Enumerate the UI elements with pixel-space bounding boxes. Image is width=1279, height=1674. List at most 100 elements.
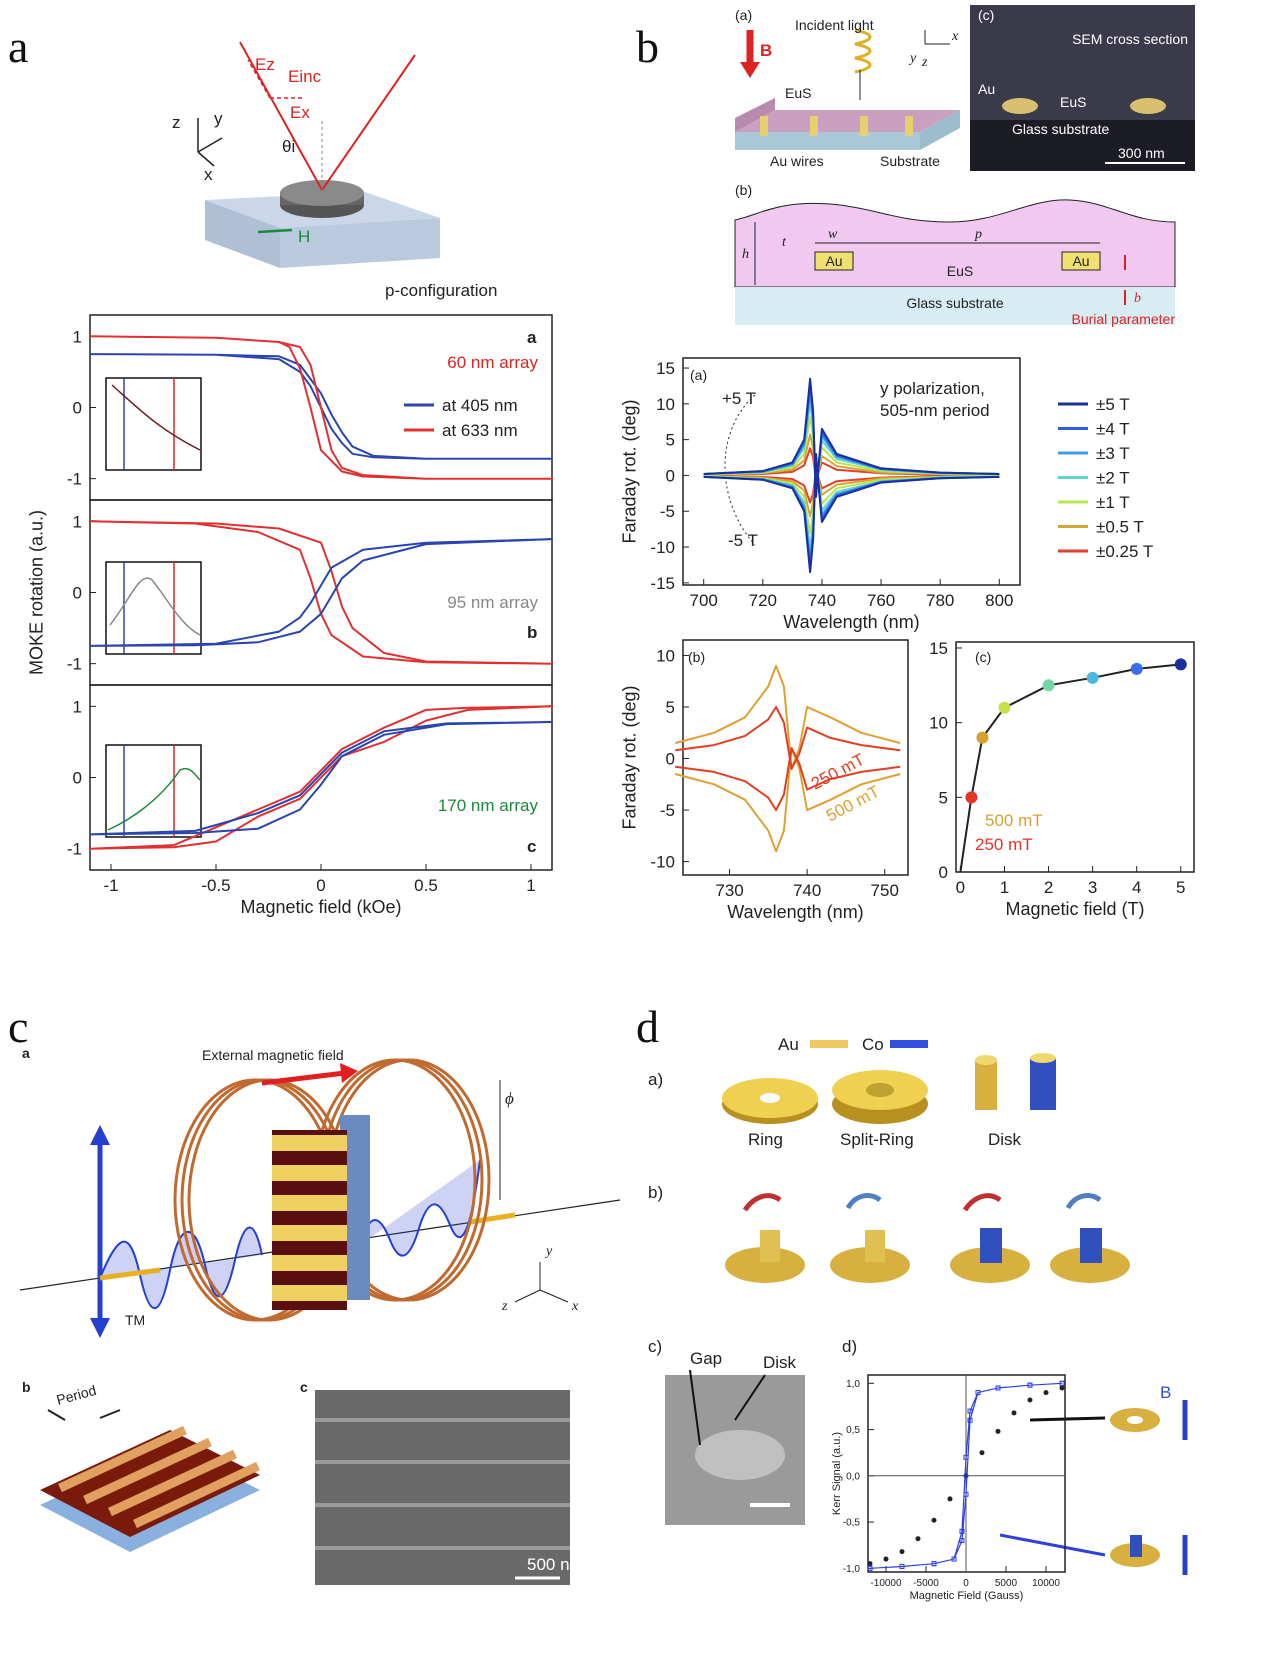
data-point — [965, 791, 978, 804]
legend-label: ±5 T — [1096, 395, 1130, 414]
data-point — [963, 1454, 969, 1460]
x-tick-label: -10000 — [870, 1578, 902, 1589]
label: c — [300, 1379, 308, 1395]
data-point — [995, 1385, 1001, 1391]
label: Au — [978, 81, 995, 97]
y-axis-label: Kerr Signal (a.u.) — [831, 1432, 843, 1515]
x-tick-label: -5000 — [913, 1578, 939, 1589]
data-point — [899, 1549, 905, 1555]
x-tick-label: 5 — [1176, 878, 1185, 897]
inset — [105, 377, 202, 838]
annotation: c — [527, 837, 536, 856]
label: 500 nm — [527, 1555, 584, 1574]
y-tick-label: -1 — [67, 840, 82, 859]
y-tick-label: -1 — [67, 470, 82, 489]
label: h — [742, 247, 749, 262]
sem-image — [315, 1390, 570, 1585]
label: Glass substrate — [1012, 121, 1109, 137]
y-tick-label: 0,0 — [846, 1471, 860, 1482]
annotation: (c) — [975, 649, 991, 665]
annotation: 170 nm array — [438, 796, 539, 815]
data-point — [979, 1450, 985, 1456]
data-point — [899, 1563, 905, 1569]
label: Ez — [255, 55, 275, 74]
legend-label: ±0.5 T — [1096, 518, 1144, 537]
y-tick-label: 15 — [656, 359, 675, 378]
data-point — [1174, 658, 1187, 671]
x-axis-label: Magnetic field (kOe) — [240, 897, 401, 917]
y-tick-label: 5 — [666, 698, 675, 717]
label: Disk — [988, 1130, 1022, 1149]
y-tick-label: 0 — [73, 583, 82, 602]
label: b) — [648, 1183, 663, 1202]
label: EuS — [785, 85, 811, 101]
y-tick-label: 10 — [656, 395, 675, 414]
label: Disk — [763, 1353, 797, 1372]
panel-label: c — [8, 1001, 28, 1052]
y-tick-label: 0 — [939, 863, 948, 882]
y-tick-label: 5 — [939, 788, 948, 807]
label: b — [1134, 291, 1141, 306]
legend-label: at 633 nm — [442, 421, 518, 440]
plot-frame — [682, 357, 1021, 586]
label: Substrate — [880, 153, 940, 169]
label: p-configuration — [385, 281, 497, 300]
y-tick-label: -5 — [660, 801, 675, 820]
x-tick-label: 0 — [956, 878, 965, 897]
x-tick-label: 740 — [808, 591, 836, 610]
data-line — [959, 663, 1181, 873]
data-point — [998, 701, 1011, 714]
annotation: (a) — [690, 367, 707, 383]
data-line — [89, 335, 553, 480]
x-tick-label: 1 — [1000, 878, 1009, 897]
x-tick-label: -0.5 — [201, 876, 230, 895]
data-point — [915, 1536, 921, 1542]
legend-label: at 405 nm — [442, 396, 518, 415]
label: Au — [825, 253, 842, 269]
annotation: 95 nm array — [447, 593, 538, 612]
x-tick-label: 780 — [926, 591, 954, 610]
label: t — [782, 235, 787, 250]
annotation: y polarization, — [880, 379, 985, 398]
data-point — [963, 1473, 969, 1479]
data-point — [967, 1417, 973, 1423]
y-tick-label: 1 — [73, 327, 82, 346]
y-tick-label: -1,0 — [843, 1564, 861, 1575]
data-point — [1043, 1390, 1049, 1396]
label: Einc — [288, 67, 322, 86]
y-axis-label: Faraday rot. (deg) — [619, 399, 639, 543]
label: x — [951, 29, 959, 44]
y-tick-label: 1 — [73, 512, 82, 531]
label: (a) — [735, 7, 752, 23]
data-point — [931, 1517, 937, 1523]
y-tick-label: 0 — [73, 768, 82, 787]
x-tick-label: 730 — [715, 881, 743, 900]
label: y — [908, 51, 917, 66]
data-line — [674, 664, 901, 770]
annotation: 60 nm array — [447, 353, 538, 372]
label: Glass substrate — [906, 295, 1003, 311]
label: 300 nm — [1118, 145, 1165, 161]
data-point — [951, 1556, 957, 1562]
data-point — [1011, 1410, 1017, 1416]
data-point — [959, 1528, 965, 1534]
label: Ring — [748, 1130, 783, 1149]
data-point — [963, 1491, 969, 1497]
label: a — [22, 1045, 30, 1061]
data-point — [931, 1561, 937, 1567]
data-line — [869, 1382, 1063, 1569]
y-tick-label: 0,5 — [846, 1425, 860, 1436]
data-line — [675, 706, 901, 770]
legend-label: ±0.25 T — [1096, 542, 1153, 561]
x-tick-label: 0 — [316, 876, 325, 895]
data-point — [867, 1561, 873, 1567]
x-tick-label: 800 — [985, 591, 1013, 610]
legend-label: ±3 T — [1096, 444, 1130, 463]
data-line — [674, 747, 901, 853]
label: z — [921, 55, 928, 70]
label: z — [501, 1299, 508, 1314]
label: z — [172, 113, 181, 132]
y-tick-label: 1 — [73, 697, 82, 716]
moke-diagram — [197, 41, 440, 268]
label: d) — [842, 1337, 857, 1356]
